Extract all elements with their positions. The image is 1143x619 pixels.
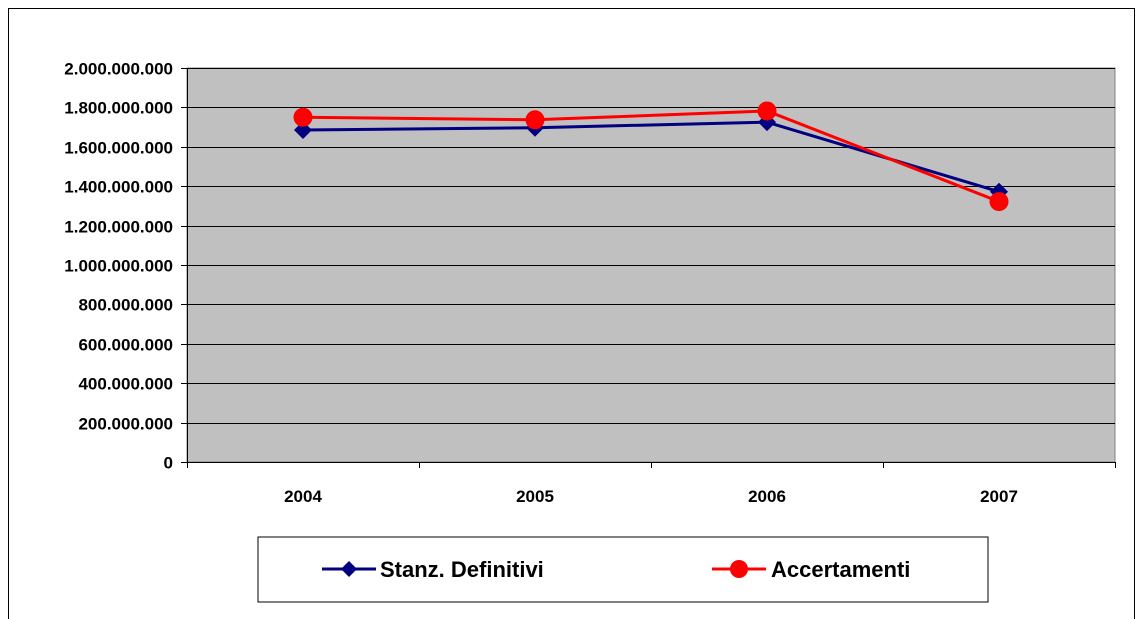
y-tick-label: 1.800.000.000 bbox=[64, 99, 173, 118]
x-axis: 2004 2005 2006 2007 bbox=[187, 462, 1116, 506]
data-point bbox=[989, 192, 1009, 212]
y-axis: 0 200.000.000 400.000.000 600.000.000 800.00… bbox=[64, 60, 187, 473]
x-tick-label: 2007 bbox=[980, 487, 1018, 506]
x-tick-label: 2004 bbox=[284, 487, 322, 506]
legend-diamond-icon bbox=[341, 561, 357, 577]
y-tick-label: 1.600.000.000 bbox=[64, 139, 173, 158]
legend-item-accertamenti: Accertamenti bbox=[712, 557, 910, 582]
series-group bbox=[293, 101, 1009, 212]
data-point bbox=[293, 107, 313, 127]
legend-circle-icon bbox=[730, 560, 748, 578]
y-tick-label: 1.000.000.000 bbox=[64, 257, 173, 276]
y-tick-label: 600.000.000 bbox=[78, 336, 173, 355]
x-tick-label: 2006 bbox=[748, 487, 786, 506]
data-point bbox=[525, 110, 545, 130]
legend-label-accertamenti: Accertamenti bbox=[771, 557, 910, 582]
legend-label-stanz-definitivi: Stanz. Definitivi bbox=[380, 557, 544, 582]
y-tick-label: 1.400.000.000 bbox=[64, 178, 173, 197]
y-tick-label: 800.000.000 bbox=[78, 296, 173, 315]
legend: Stanz. Definitivi Accertamenti bbox=[257, 536, 989, 603]
series-accertamenti bbox=[293, 101, 1009, 212]
y-tick-label: 400.000.000 bbox=[78, 375, 173, 394]
y-tick-label: 2.000.000.000 bbox=[64, 60, 173, 79]
grid-lines bbox=[187, 68, 1115, 424]
x-tick-label: 2005 bbox=[516, 487, 554, 506]
legend-item-stanz-definitivi: Stanz. Definitivi bbox=[322, 557, 544, 582]
y-tick-label: 0 bbox=[164, 454, 173, 473]
data-point bbox=[757, 101, 777, 121]
series-line bbox=[302, 109, 1000, 203]
legend-box bbox=[257, 536, 989, 603]
y-tick-label: 200.000.000 bbox=[78, 415, 173, 434]
chart-border bbox=[8, 8, 1135, 619]
y-tick-label: 1.200.000.000 bbox=[64, 218, 173, 237]
